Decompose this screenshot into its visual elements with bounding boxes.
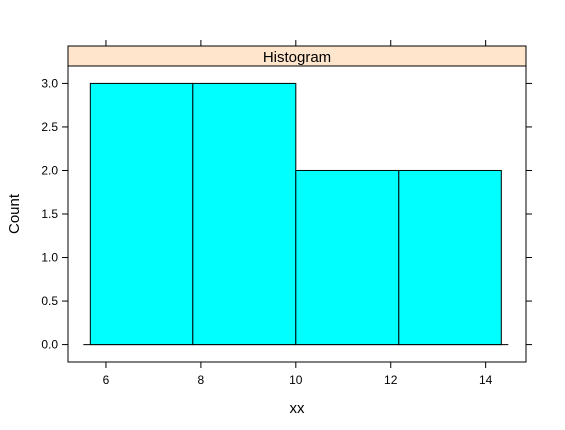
y-tick-label: 0.5 [41,294,58,308]
x-tick-label: 14 [479,373,493,387]
y-tick-label: 2.5 [41,120,58,134]
bars-group [89,82,502,346]
histogram-bar-4 [398,169,502,346]
y-axis: 0.0 0.5 1.0 1.5 2.0 2.5 3.0 [41,76,532,352]
y-tick-label: 3.0 [41,76,58,90]
y-tick-label: 1.0 [41,251,58,265]
histogram-bar-2 [192,82,297,346]
x-tick-label: 10 [289,373,303,387]
x-axis-title: xx [290,400,306,417]
histogram-bar-1 [89,82,194,346]
y-tick-label: 2.0 [41,163,58,177]
y-tick-label: 0.0 [41,338,58,352]
y-tick-label: 1.5 [41,207,58,221]
chart-title: Histogram [263,49,331,66]
x-tick-label: 6 [103,373,110,387]
y-axis-title: Count [6,193,23,234]
x-tick-label: 8 [198,373,205,387]
histogram-bar-3 [295,169,400,346]
x-axis: 6 8 10 12 14 [103,40,493,387]
x-tick-label: 12 [384,373,398,387]
